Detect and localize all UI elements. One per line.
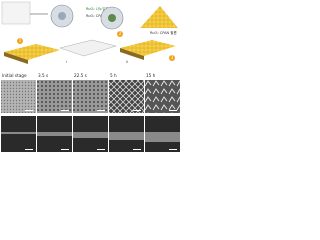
film-layer — [145, 132, 180, 142]
step-number: 2 — [119, 31, 122, 36]
scale-bar — [25, 110, 33, 111]
film-layer — [37, 132, 72, 136]
sem-top-view — [109, 80, 144, 113]
sem-top-view — [145, 80, 180, 113]
panel-label: 15 h — [146, 73, 156, 78]
micelle-core — [58, 12, 66, 20]
panel-label: 5 h — [110, 73, 117, 78]
film-layer — [109, 132, 144, 140]
sem-top-view — [37, 80, 72, 113]
step-badge — [117, 31, 123, 37]
scale-bar — [25, 149, 33, 150]
step-number: 1 — [19, 38, 22, 43]
panel-label: 22.5 s — [74, 73, 87, 78]
pile — [140, 6, 178, 28]
label: RuO₂ CPAN 필름 — [150, 30, 177, 35]
beaker — [1, 1, 31, 25]
panel-label: 3.5 s — [38, 73, 48, 78]
scale-bar — [133, 110, 141, 111]
step-badge — [169, 55, 175, 61]
panel-label: Initial stage — [2, 73, 27, 78]
substrate — [120, 40, 176, 56]
schematic: RuO₂ 나노입자 RuO₂ CPANs RuO₂ CPAN 필름 1 2 3 … — [1, 1, 178, 64]
scale-bar — [133, 149, 141, 150]
scale-bar — [169, 110, 177, 111]
scale-bar — [61, 110, 69, 111]
roman-label: i — [66, 60, 67, 64]
scale-bar — [97, 110, 105, 111]
substrate-edge — [4, 52, 28, 64]
sem-top-view — [73, 80, 108, 113]
film-layer — [1, 132, 36, 134]
figure: RuO₂ 나노입자 RuO₂ CPANs RuO₂ CPAN 필름 1 2 3 … — [1, 1, 180, 152]
substrate — [59, 39, 117, 57]
step-number: 3 — [171, 55, 174, 60]
label: RuO₂ 나노입자 — [86, 6, 109, 11]
scale-bar — [61, 149, 69, 150]
sem-panels: Initial stage 3.5 s 22.5 s 5 h 15 h — [1, 73, 180, 152]
label: RuO₂ CPANs — [86, 14, 107, 18]
roman-label: ii — [126, 60, 128, 64]
micelle-core — [108, 14, 116, 22]
substrate — [4, 44, 60, 60]
substrate-edge — [120, 48, 144, 60]
film-layer — [73, 132, 108, 138]
sem-top-view — [1, 80, 36, 113]
scale-bar — [97, 149, 105, 150]
scale-bar — [169, 149, 177, 150]
step-badge — [17, 38, 23, 44]
